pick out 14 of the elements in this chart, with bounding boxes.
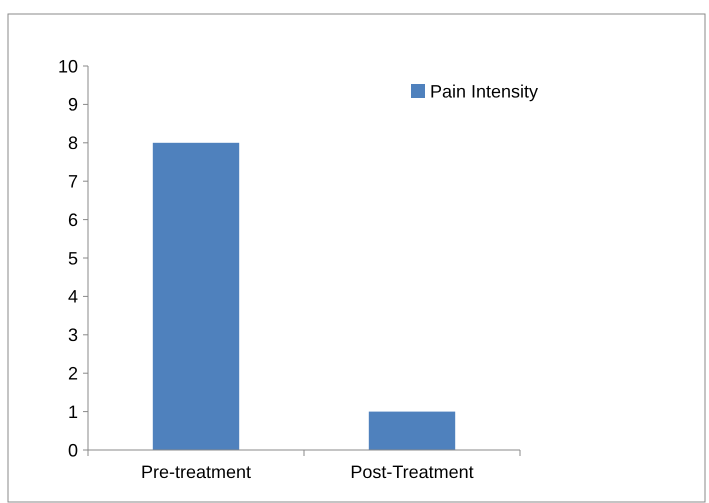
x-tick-label: Pre-treatment <box>140 462 252 482</box>
y-tick-label: 3 <box>68 325 78 346</box>
y-tick-label: 9 <box>68 94 78 115</box>
legend-label: Pain Intensity <box>430 81 538 102</box>
y-tick-label: 7 <box>68 172 78 192</box>
x-tick-label: Post-Treatment <box>350 462 474 482</box>
y-tick-label: 8 <box>68 133 78 154</box>
y-tick-label: 6 <box>68 210 78 230</box>
y-tick-label: 1 <box>68 402 78 422</box>
y-tick-label: 0 <box>68 440 78 460</box>
y-tick-label: 4 <box>68 286 78 307</box>
y-tick-label: 2 <box>68 364 78 384</box>
y-tick-label: 10 <box>58 56 78 76</box>
y-tick-label: 5 <box>68 248 78 268</box>
